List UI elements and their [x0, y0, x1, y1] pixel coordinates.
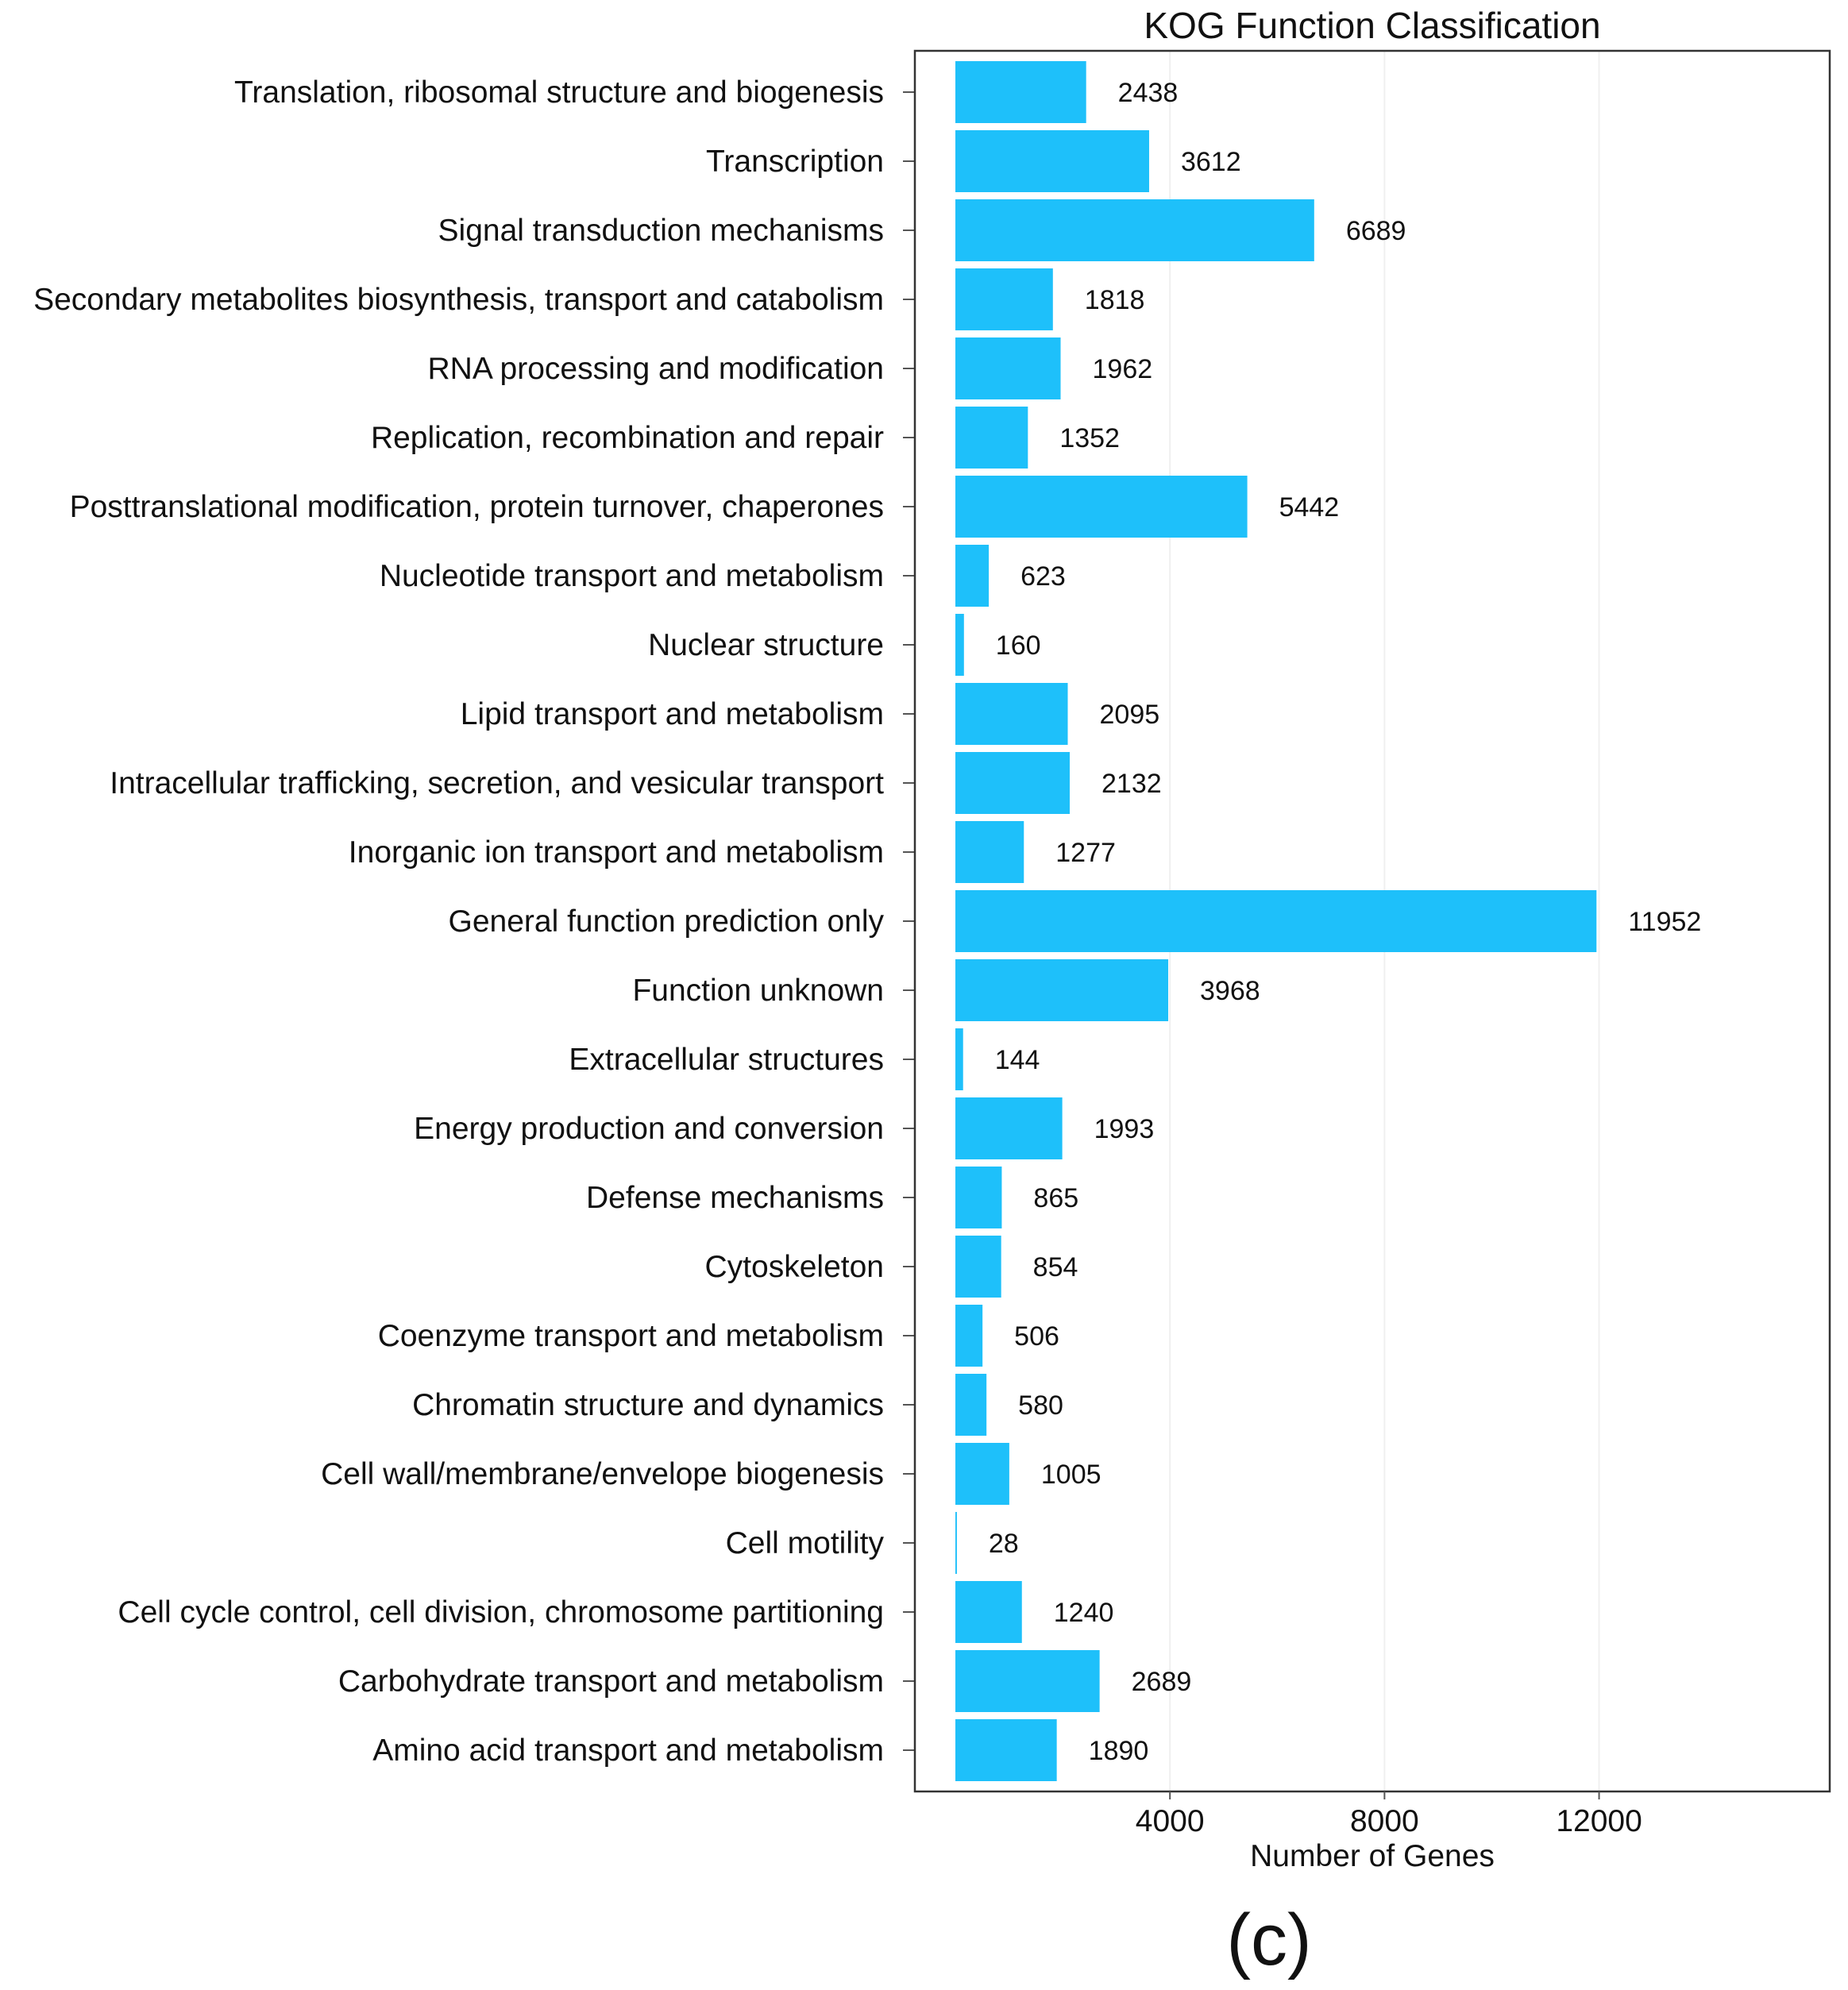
category-label-15: Extracellular structures	[569, 1043, 884, 1077]
category-label-24: Carbohydrate transport and metabolism	[338, 1664, 884, 1699]
value-label-21: 1005	[1041, 1460, 1101, 1490]
category-label-23: Cell cycle control, cell division, chrom…	[118, 1595, 884, 1629]
x-tick-label-12000: 12000	[1556, 1804, 1642, 1838]
bar-25	[955, 1719, 1057, 1781]
value-label-8: 623	[1020, 561, 1066, 592]
value-label-13: 11952	[1628, 907, 1701, 937]
value-label-22: 28	[989, 1529, 1019, 1559]
value-label-17: 865	[1033, 1183, 1078, 1213]
bars	[955, 61, 1597, 1781]
category-label-17: Defense mechanisms	[586, 1181, 884, 1215]
category-label-7: Posttranslational modification, protein …	[70, 490, 884, 524]
category-label-5: RNA processing and modification	[428, 352, 884, 386]
category-label-11: Intracellular trafficking, secretion, an…	[110, 766, 884, 800]
value-label-15: 144	[995, 1045, 1040, 1075]
value-label-7: 5442	[1279, 492, 1340, 523]
bar-13	[955, 890, 1597, 952]
category-label-20: Chromatin structure and dynamics	[412, 1388, 884, 1422]
x-axis-title: Number of Genes	[1250, 1839, 1495, 1873]
category-label-21: Cell wall/membrane/envelope biogenesis	[321, 1457, 884, 1491]
x-tick-label-8000: 8000	[1350, 1804, 1419, 1838]
value-label-23: 1240	[1054, 1598, 1114, 1628]
bar-15	[955, 1028, 963, 1090]
category-label-3: Signal transduction mechanisms	[438, 214, 884, 248]
value-label-5: 1962	[1093, 354, 1153, 384]
bar-8	[955, 545, 990, 607]
panel-label: (c)	[1226, 1899, 1311, 1980]
value-label-14: 3968	[1200, 976, 1260, 1006]
bar-7	[955, 476, 1248, 538]
category-label-16: Energy production and conversion	[414, 1112, 884, 1146]
bar-12	[955, 821, 1024, 883]
bar-20	[955, 1374, 987, 1436]
bar-3	[955, 199, 1314, 261]
value-label-1: 2438	[1118, 78, 1179, 108]
bar-2	[955, 130, 1149, 192]
bar-17	[955, 1167, 1002, 1228]
value-label-11: 2132	[1101, 769, 1162, 799]
category-label-13: General function prediction only	[449, 904, 885, 939]
category-label-6: Replication, recombination and repair	[371, 421, 884, 455]
plot-frame	[913, 49, 1831, 1793]
bar-9	[955, 614, 964, 676]
value-label-18: 854	[1033, 1252, 1078, 1282]
bar-23	[955, 1581, 1022, 1643]
category-label-19: Coenzyme transport and metabolism	[378, 1319, 884, 1353]
value-label-9: 160	[996, 631, 1041, 661]
bar-10	[955, 683, 1068, 745]
bar-11	[955, 752, 1071, 814]
bar-16	[955, 1097, 1063, 1159]
category-label-4: Secondary metabolites biosynthesis, tran…	[33, 283, 884, 317]
bar-14	[955, 959, 1169, 1021]
value-labels: 2438 3612 6689 1818 1962 1352 5442 623 160 2095 21…	[989, 78, 1701, 1766]
bar-6	[955, 407, 1028, 469]
category-label-1: Translation, ribosomal structure and bio…	[234, 75, 884, 110]
bar-5	[955, 337, 1061, 399]
bar-1	[955, 61, 1086, 123]
value-label-16: 1993	[1094, 1114, 1155, 1144]
value-label-24: 2689	[1132, 1667, 1192, 1697]
bar-24	[955, 1650, 1100, 1712]
category-label-2: Transcription	[706, 145, 884, 179]
value-label-12: 1277	[1055, 838, 1116, 868]
category-label-10: Lipid transport and metabolism	[461, 697, 884, 731]
category-labels: Translation, ribosomal structure and bio…	[33, 75, 884, 1768]
category-label-8: Nucleotide transport and metabolism	[380, 559, 884, 593]
value-label-10: 2095	[1100, 700, 1160, 730]
bar-22	[955, 1512, 957, 1574]
x-axis-ticks: 4000 8000 12000	[1136, 1791, 1642, 1838]
bar-21	[955, 1443, 1009, 1505]
value-label-2: 3612	[1181, 147, 1241, 177]
chart-title: KOG Function Classification	[1144, 5, 1600, 46]
bar-4	[955, 268, 1053, 330]
bar-18	[955, 1236, 1001, 1298]
category-label-22: Cell motility	[726, 1526, 885, 1560]
category-label-25: Amino acid transport and metabolism	[372, 1734, 884, 1768]
value-label-25: 1890	[1089, 1736, 1149, 1766]
value-label-20: 580	[1018, 1390, 1063, 1421]
category-label-18: Cytoskeleton	[705, 1250, 884, 1284]
category-label-12: Inorganic ion transport and metabolism	[349, 835, 884, 870]
value-label-4: 1818	[1085, 285, 1145, 315]
value-label-19: 506	[1014, 1321, 1059, 1352]
bar-19	[955, 1305, 983, 1367]
value-label-6: 1352	[1059, 423, 1120, 453]
category-label-14: Function unknown	[632, 974, 884, 1008]
category-label-9: Nuclear structure	[648, 628, 884, 662]
y-axis-ticks	[903, 91, 915, 1751]
value-label-3: 6689	[1346, 216, 1406, 246]
x-tick-label-4000: 4000	[1136, 1804, 1205, 1838]
